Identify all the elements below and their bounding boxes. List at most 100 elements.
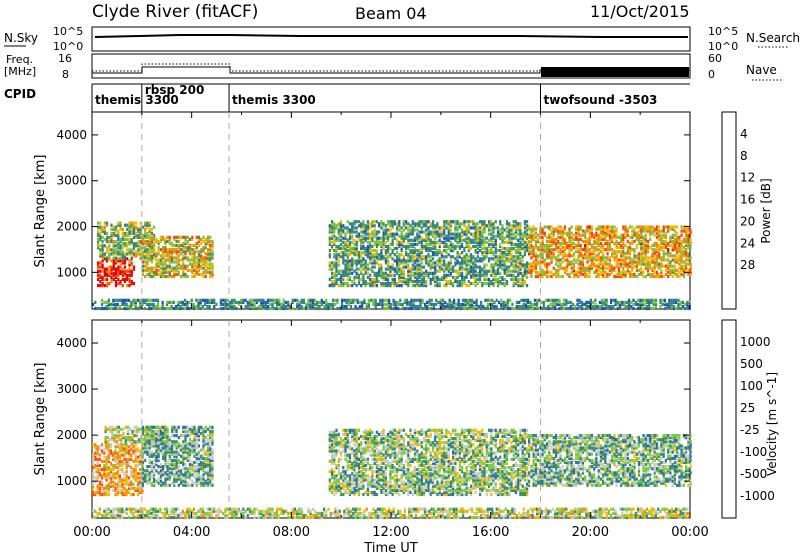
heatmap-cell [101, 482, 104, 486]
heatmap-cell [136, 298, 140, 302]
heatmap-cell [664, 272, 667, 276]
heatmap-cell [552, 229, 555, 233]
heatmap-cell [487, 222, 491, 226]
heatmap-cell [651, 225, 654, 229]
heatmap-cell [499, 279, 502, 284]
heatmap-cell [125, 457, 128, 461]
heatmap-cell [182, 235, 185, 239]
heatmap-cell [654, 302, 658, 306]
heatmap-cell [689, 237, 692, 241]
heatmap-cell [337, 224, 340, 228]
heatmap-cell [121, 463, 124, 468]
heatmap-cell [422, 284, 426, 288]
heatmap-cell [472, 240, 475, 244]
cpid-segment-label: twofsound -3503 [544, 93, 658, 107]
heatmap-cell [331, 230, 334, 234]
heatmap-cell [389, 232, 392, 236]
heatmap-cell [262, 302, 265, 306]
heatmap-cell [393, 222, 396, 226]
heatmap-cell [411, 249, 414, 253]
heatmap-cell [613, 250, 616, 254]
heatmap-cell [130, 474, 133, 478]
heatmap-cell [413, 246, 417, 251]
heatmap-cell [463, 220, 466, 224]
heatmap-cell [470, 282, 473, 286]
heatmap-cell [101, 277, 104, 281]
heatmap-cell [436, 232, 439, 236]
heatmap-cell [380, 240, 383, 244]
heatmap-cell [586, 254, 589, 258]
heatmap-cell [461, 267, 464, 271]
heatmap-cell [439, 300, 442, 304]
heatmap-cell [465, 261, 468, 265]
heatmap-cell [533, 298, 536, 302]
heatmap-cell [494, 263, 497, 267]
heatmap-cell [146, 272, 149, 276]
heatmap-cell [186, 248, 189, 252]
heatmap-cell [599, 256, 602, 260]
heatmap-cell [314, 298, 317, 302]
heatmap-cell [373, 253, 376, 257]
heatmap-cell [101, 488, 104, 492]
heatmap-cell [134, 466, 137, 470]
heatmap-cell [615, 264, 618, 268]
heatmap-cell [595, 268, 598, 272]
heatmap-cell [264, 304, 267, 309]
heatmap-cell [431, 220, 435, 224]
heatmap-cell [436, 282, 439, 286]
heatmap-cell [633, 231, 636, 235]
heatmap-cell [366, 253, 369, 257]
heatmap-cell [458, 282, 461, 286]
heatmap-cell [425, 236, 428, 240]
heatmap-cell [117, 252, 120, 256]
heatmap-cell [472, 257, 475, 261]
heatmap-cell [182, 270, 185, 274]
heatmap-cell [682, 264, 685, 268]
heatmap-cell [629, 256, 632, 260]
heatmap-cell [629, 262, 632, 266]
heatmap-cell [202, 266, 205, 270]
heatmap-cell [619, 302, 622, 306]
heatmap-cell [384, 240, 387, 244]
heatmap-cell [166, 302, 169, 306]
heatmap-cell [126, 242, 129, 246]
heatmap-cell [579, 252, 582, 256]
heatmap-cell [599, 229, 602, 233]
heatmap-cell [467, 238, 470, 242]
heatmap-cell [260, 298, 263, 302]
heatmap-cell [559, 252, 562, 256]
heatmap-cell [602, 248, 605, 252]
heatmap-cell [121, 254, 124, 258]
heatmap-cell [209, 243, 212, 248]
heatmap-cell [139, 455, 142, 459]
heatmap-cell [555, 262, 558, 266]
heatmap-cell [117, 434, 121, 438]
heatmap-cell [387, 282, 390, 286]
heatmap-cell [561, 254, 564, 258]
heatmap-cell [173, 260, 176, 264]
heatmap-cell [375, 242, 378, 246]
heatmap-cell [611, 268, 614, 272]
heatmap-cell [302, 298, 305, 302]
heatmap-cell [635, 274, 638, 279]
heatmap-cell [382, 282, 385, 286]
heatmap-cell [106, 256, 109, 260]
heatmap-cell [389, 224, 392, 228]
heatmap-cell [623, 300, 626, 304]
heatmap-cell [512, 255, 515, 259]
heatmap-cell [413, 242, 417, 246]
heatmap-cell [445, 263, 448, 267]
heatmap-cell [438, 232, 441, 236]
heatmap-cell [353, 246, 356, 251]
heatmap-cell [420, 282, 423, 286]
heatmap-cell [418, 222, 421, 226]
heatmap-cell [130, 466, 133, 470]
heatmap-cell [541, 239, 544, 243]
heatmap-cell [104, 440, 107, 444]
heatmap-cell [331, 222, 334, 226]
heatmap-cell [530, 262, 533, 266]
heatmap-cell [459, 302, 462, 306]
heatmap-cell [550, 256, 553, 260]
heatmap-cell [639, 300, 642, 304]
heatmap-cell [353, 253, 356, 257]
